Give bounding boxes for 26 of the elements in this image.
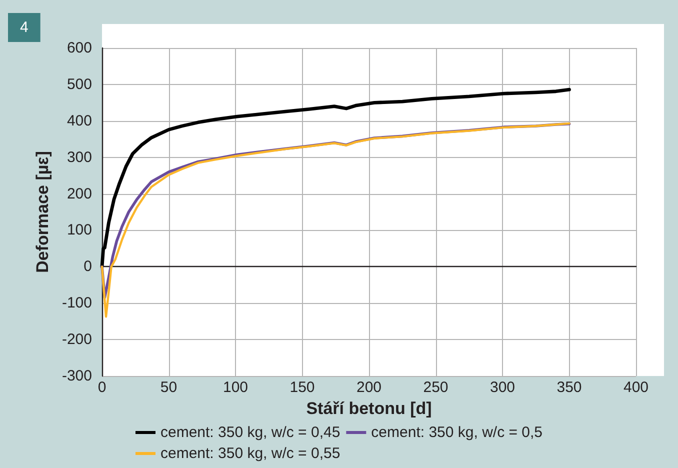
x-tick-label: 300 (490, 379, 516, 396)
x-tick-label: 200 (356, 379, 382, 396)
x-axis-title: Stáří betonu [d] (306, 398, 432, 418)
y-tick-label: 500 (66, 76, 92, 93)
legend-label: cement: 350 kg, w/c = 0,45 (160, 424, 340, 441)
y-tick-label: 400 (66, 112, 92, 130)
x-tick-label: 0 (98, 379, 106, 396)
x-tick-label: 400 (623, 379, 649, 396)
y-tick-label: 300 (66, 148, 92, 166)
y-tick-label: -300 (62, 368, 92, 384)
legend-label: cement: 350 kg, w/c = 0,55 (160, 445, 340, 462)
legend-label: cement: 350 kg, w/c = 0,5 (371, 424, 543, 441)
x-tick-label: 100 (222, 379, 248, 396)
y-tick-label: 200 (66, 185, 92, 202)
y-tick-label: -100 (62, 294, 92, 312)
y-tick-label: 600 (66, 40, 92, 56)
x-tick-label: 350 (556, 379, 582, 396)
text: 4 (20, 19, 28, 36)
y-tick-label: 100 (66, 222, 92, 239)
y-axis-title: Deformace [µε] (33, 151, 52, 273)
line-series (100, 88, 571, 268)
x-tick-label: 150 (290, 379, 315, 396)
y-tick-label: 0 (84, 258, 92, 276)
y-tick-label: -200 (62, 331, 92, 348)
x-tick-label: 250 (423, 379, 448, 396)
x-tick-label: 50 (160, 379, 178, 396)
